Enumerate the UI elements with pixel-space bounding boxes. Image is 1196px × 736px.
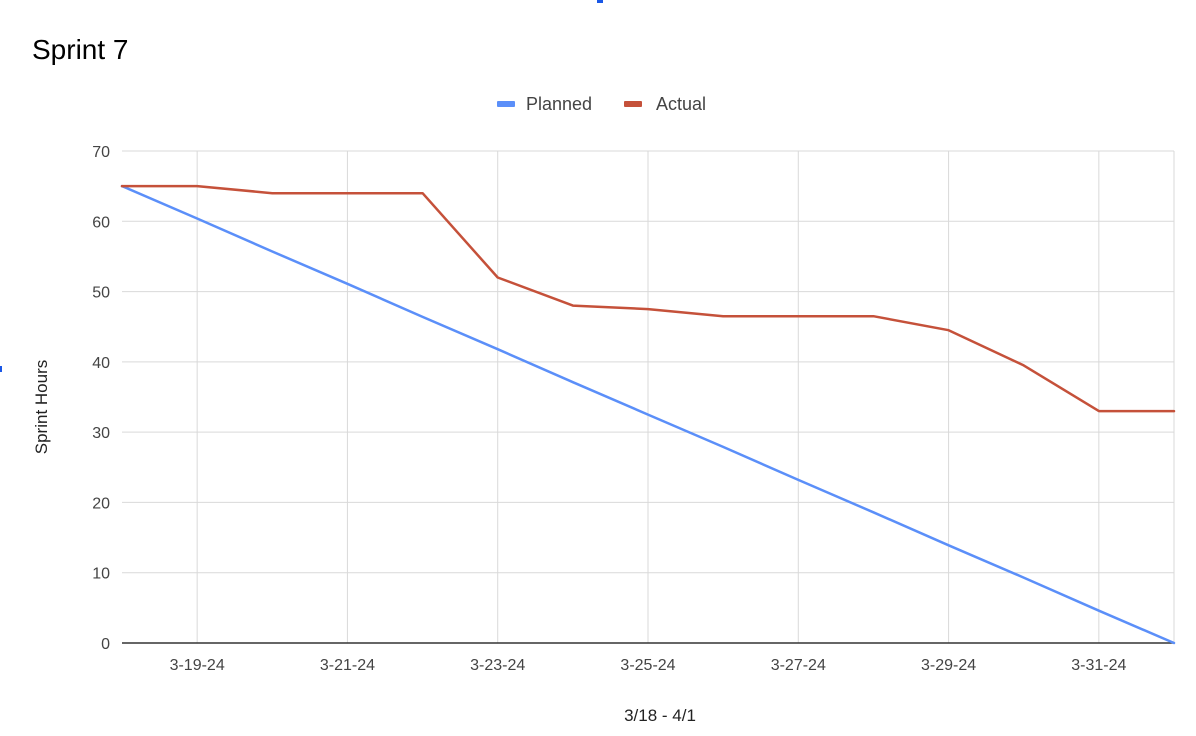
x-tick-label: 3-19-24 [170,657,225,674]
legend-label-planned: Planned [526,94,592,114]
chart-title: Sprint 7 [32,34,129,65]
x-tick-label: 3-27-24 [771,657,826,674]
y-tick-label: 10 [92,566,110,583]
y-tick-label: 40 [92,355,110,372]
legend-label-actual: Actual [656,94,706,114]
y-tick-label: 0 [101,636,110,653]
x-tick-label: 3-31-24 [1071,657,1126,674]
series-lines [120,184,1176,645]
y-tick-label: 20 [92,495,110,512]
y-tick-label: 30 [92,425,110,442]
y-tick-label: 60 [92,214,110,231]
y-tick-label: 70 [92,144,110,161]
legend[interactable]: Planned Actual [497,94,706,114]
series-line-planned [120,184,1176,645]
x-tick-label: 3-23-24 [470,657,525,674]
x-tick-label: 3-25-24 [620,657,675,674]
axis-labels: 0 10 20 30 40 50 60 70 3-19-24 3-21-24 3-23-24 3-25… [32,144,1127,725]
series-line-actual [120,184,1176,413]
legend-swatch-planned [497,101,515,107]
x-axis-title: 3/18 - 4/1 [624,706,696,725]
grid-lines [122,150,1175,643]
edge-marker-top [597,0,603,3]
legend-swatch-actual [624,101,642,107]
x-tick-label: 3-29-24 [921,657,976,674]
edge-marker-left [0,366,2,372]
y-axis-title: Sprint Hours [32,360,51,454]
y-tick-label: 50 [92,285,110,302]
x-tick-label: 3-21-24 [320,657,375,674]
